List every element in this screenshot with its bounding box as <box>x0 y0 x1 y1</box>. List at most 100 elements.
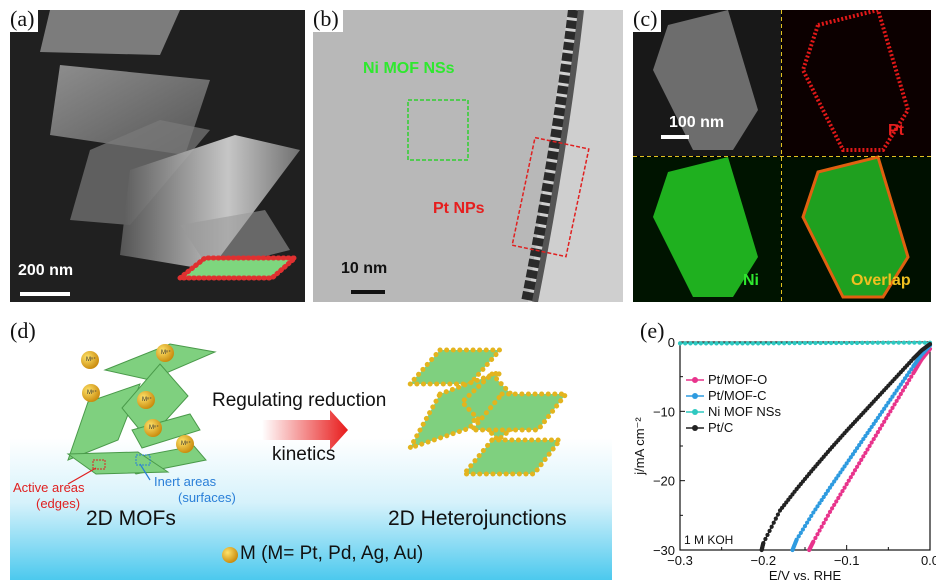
metal-ion-icon <box>156 344 174 362</box>
series-point <box>838 470 843 475</box>
series-point <box>850 452 856 457</box>
ion-label: Mⁿ⁺ <box>86 357 97 363</box>
series-point <box>836 495 841 501</box>
series-point <box>907 340 912 345</box>
panel-b-label: (b) <box>313 10 343 32</box>
series-point <box>818 340 823 346</box>
series-point <box>884 416 889 421</box>
metal-particle-icon <box>222 547 238 563</box>
series-point <box>813 507 818 512</box>
series-point <box>828 340 834 346</box>
series-line <box>760 343 931 551</box>
series-point <box>846 478 851 483</box>
series-point <box>873 418 878 423</box>
series-point <box>840 467 845 472</box>
ni-mof-nss-label: Ni MOF NSs <box>363 60 455 77</box>
series-point <box>901 340 907 345</box>
series-point <box>719 341 724 346</box>
series-point <box>863 450 868 456</box>
series-point <box>840 488 845 494</box>
y-tick-label: −20 <box>653 474 675 489</box>
series-point <box>869 440 874 445</box>
series-point <box>698 341 703 346</box>
series-point <box>869 424 874 430</box>
series-point <box>798 530 803 535</box>
metal-ion-icon <box>144 419 162 437</box>
series-point <box>861 436 866 442</box>
series-point <box>867 427 872 433</box>
series-point <box>854 446 860 451</box>
series-point <box>877 412 883 417</box>
series-point <box>823 491 828 496</box>
legend-label: Pt/MOF-C <box>708 388 767 403</box>
mof-title: 2D MOFs <box>86 507 176 530</box>
series-point <box>825 513 831 518</box>
series-point <box>849 340 854 346</box>
series-point <box>848 455 853 460</box>
series-point <box>807 517 812 522</box>
series-point <box>871 436 876 442</box>
metal-ion-icon <box>81 351 99 369</box>
metal-ion-icon <box>176 435 194 453</box>
metal-legend-label: M (M= Pt, Pd, Ag, Au) <box>240 543 424 564</box>
series-point <box>776 341 782 346</box>
inert-areas-label: Inert areas <box>154 474 217 489</box>
heterojunction-nanosheets <box>404 347 572 477</box>
series-point <box>838 492 843 497</box>
panel-e-label: (e) <box>636 318 669 344</box>
series-point <box>823 517 828 522</box>
series-point <box>714 341 719 346</box>
series-point <box>787 341 792 346</box>
panel-c-eds-maps <box>633 10 931 302</box>
series-point <box>865 447 870 452</box>
series-point <box>792 341 797 346</box>
series-point <box>844 340 849 346</box>
arrow-top-label: Regulating reduction <box>212 390 387 411</box>
legend-swatch-marker <box>692 393 698 399</box>
series-point <box>819 524 824 529</box>
legend-label: Pt/MOF-O <box>708 372 767 387</box>
metal-ion-icon <box>137 391 155 409</box>
series-point <box>882 419 887 424</box>
series-point <box>898 391 903 397</box>
y-tick-label: −10 <box>653 404 675 419</box>
series-point <box>735 341 740 346</box>
series-point <box>911 371 916 376</box>
series-point <box>767 528 772 533</box>
series-point <box>688 341 693 346</box>
active-areas-label: Active areas <box>13 480 85 495</box>
series-point <box>863 433 868 439</box>
series-point <box>832 502 837 508</box>
series-point <box>881 340 886 345</box>
series-point <box>896 340 901 345</box>
series-point <box>871 421 876 426</box>
pt-map-label: Pt <box>888 122 904 139</box>
chart-e-svg: −0.3 −0.2 −0.1 0.0 0 −10 −20 −30 E/V vs. RHE j/mA… <box>632 335 936 583</box>
series-point <box>821 494 826 500</box>
series-point <box>875 340 881 345</box>
series-point <box>797 340 802 346</box>
series-point <box>879 423 885 428</box>
series-point <box>842 464 847 469</box>
panel-d-label: (d) <box>10 322 40 344</box>
y-tick-label: −30 <box>653 543 675 558</box>
right-arrow-icon <box>262 410 348 450</box>
panel-a: (a) 200 nm <box>10 10 305 302</box>
ni-map-label: Ni <box>743 272 759 289</box>
series-point <box>884 403 889 408</box>
panel-b-scalebar-label: 10 nm <box>341 260 388 277</box>
x-axis-label: E/V vs. RHE <box>769 568 842 583</box>
series-point <box>912 340 917 345</box>
series-point <box>888 409 893 414</box>
series-point <box>766 341 771 346</box>
series-point <box>859 440 864 445</box>
series-point <box>870 340 875 345</box>
series-point <box>834 476 839 481</box>
series-point <box>740 341 745 346</box>
pt-nps-label: Pt NPs <box>433 200 485 217</box>
y-axis-label: j/mA cm⁻² <box>632 417 647 476</box>
series-point <box>890 405 895 410</box>
series-point <box>907 378 912 383</box>
series-point <box>886 412 891 417</box>
series-point <box>796 534 801 539</box>
